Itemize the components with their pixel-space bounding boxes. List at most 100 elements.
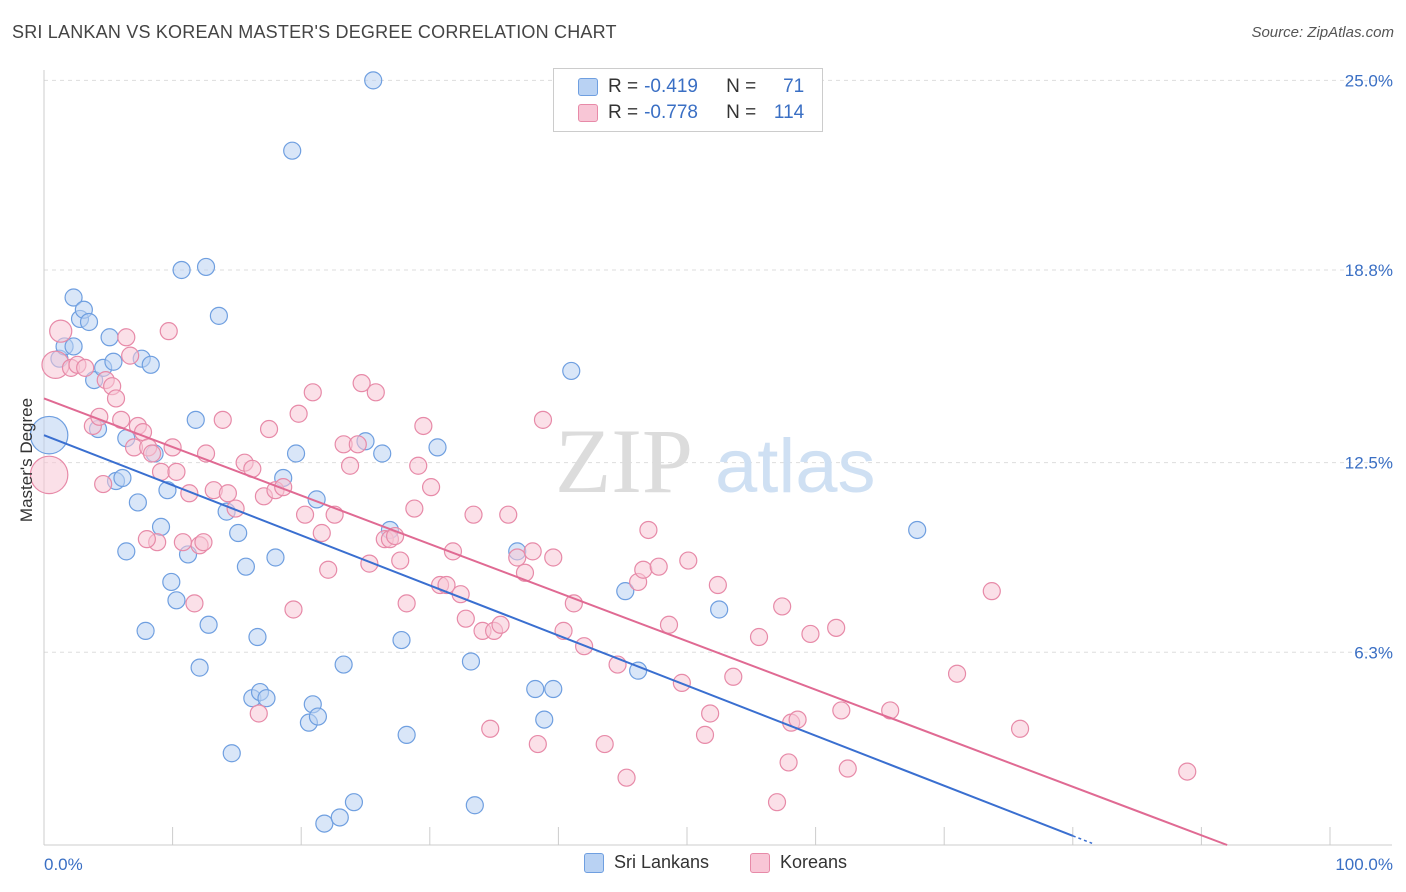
x-tick-label: 0.0%: [44, 855, 83, 874]
data-point: [533, 410, 553, 429]
series-legend: Sri Lankans Koreans: [0, 852, 1406, 878]
data-point: [982, 582, 1001, 601]
data-point: [515, 563, 535, 582]
data-point: [185, 594, 204, 613]
data-point: [128, 493, 147, 512]
data-point: [295, 505, 315, 524]
data-point: [64, 288, 83, 307]
data-point: [106, 389, 126, 408]
trend-lines: [43, 397, 1228, 846]
data-point: [421, 478, 441, 497]
data-point: [303, 383, 322, 402]
data-point: [340, 456, 360, 475]
data-point: [773, 597, 792, 616]
data-point: [172, 260, 191, 280]
data-point: [595, 734, 614, 754]
data-point: [364, 71, 383, 90]
legend-swatch-koreans: [578, 104, 598, 122]
data-point: [456, 609, 475, 628]
data-point: [308, 707, 328, 726]
data-point: [679, 551, 698, 570]
data-point: [639, 520, 658, 540]
data-point: [724, 667, 743, 686]
data-point: [113, 468, 132, 488]
data-point: [117, 328, 136, 347]
data-point: [173, 533, 192, 552]
data-point: [104, 352, 123, 371]
data-point: [142, 444, 162, 463]
data-point: [194, 533, 213, 552]
data-point: [659, 615, 679, 634]
correlation-legend: R = -0.419 N = 71 R = -0.778 N = 114: [553, 68, 823, 132]
data-point: [76, 358, 95, 377]
data-point: [94, 474, 113, 494]
data-point: [117, 542, 136, 561]
data-point: [391, 551, 410, 570]
data-point: [838, 759, 857, 778]
trend-line-extension: [1072, 835, 1093, 845]
trend-line: [43, 397, 1228, 846]
data-point: [695, 725, 715, 744]
data-point: [544, 679, 563, 699]
legend-r-label: R =: [608, 76, 639, 97]
data-point: [248, 627, 267, 647]
y-axis-label: Master's Degree: [17, 398, 36, 522]
data-point: [405, 499, 424, 518]
data-point: [100, 328, 119, 347]
data-point: [209, 306, 228, 325]
series-koreans-points: [29, 319, 1197, 812]
data-point: [167, 462, 186, 481]
legend-row-koreans: R = -0.778 N = 114: [578, 101, 804, 125]
data-point: [29, 455, 69, 495]
data-point: [266, 548, 285, 567]
data-point: [226, 499, 245, 518]
data-point: [617, 768, 636, 787]
data-point: [180, 484, 199, 503]
data-point: [414, 416, 433, 436]
data-point: [196, 257, 216, 277]
x-tick-label: 100.0%: [1335, 855, 1393, 874]
data-point: [229, 523, 248, 543]
data-point: [167, 591, 186, 610]
data-point: [832, 701, 851, 720]
data-point: [881, 701, 900, 720]
data-point: [526, 679, 545, 699]
y-tick-label: 6.3%: [1354, 643, 1393, 662]
data-point: [749, 627, 769, 647]
legend-n-value: 71: [783, 76, 805, 97]
data-point: [137, 530, 156, 549]
legend-item-sri-lankans[interactable]: Sri Lankans: [584, 852, 709, 873]
data-point: [213, 410, 232, 429]
data-point: [312, 523, 331, 543]
data-point: [289, 404, 308, 423]
data-point: [79, 312, 99, 332]
data-point: [481, 719, 500, 738]
chart-title: SRI LANKAN VS KOREAN MASTER'S DEGREE COR…: [12, 22, 617, 42]
y-tick-label: 25.0%: [1345, 71, 1393, 90]
source-label: Source: ZipAtlas.com: [1251, 24, 1394, 41]
data-point: [366, 383, 385, 402]
legend-n-value: 114: [773, 102, 805, 123]
data-point: [159, 322, 178, 341]
data-point: [535, 710, 554, 729]
data-point: [249, 704, 268, 723]
data-point: [222, 744, 241, 763]
data-point: [779, 753, 798, 772]
data-point: [286, 444, 306, 463]
data-point: [352, 374, 371, 393]
data-point: [465, 796, 484, 815]
data-point: [397, 594, 416, 613]
data-point: [199, 615, 218, 634]
data-point: [162, 572, 181, 592]
data-point: [141, 355, 160, 374]
y-tick-label: 18.8%: [1345, 261, 1393, 280]
data-point: [409, 456, 428, 475]
legend-item-koreans[interactable]: Koreans: [750, 852, 847, 873]
data-point: [908, 520, 927, 540]
legend-r-value: -0.419: [644, 76, 698, 97]
trend-line: [43, 434, 1074, 837]
data-point: [562, 361, 581, 381]
data-point: [373, 444, 392, 463]
data-point: [64, 337, 83, 356]
